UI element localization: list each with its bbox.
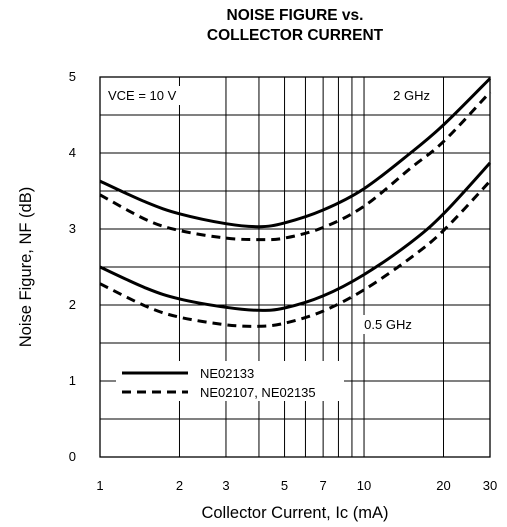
x-tick-label: 1 (96, 478, 103, 493)
x-tick-label: 3 (222, 478, 229, 493)
freq-high-label-bg (389, 86, 434, 105)
x-axis-label: Collector Current, Ic (mA) (201, 504, 388, 522)
y-tick-label: 2 (69, 297, 76, 312)
condition-label-bg (104, 86, 181, 105)
legend-background (116, 361, 344, 401)
chart-title-line2: COLLECTOR CURRENT (206, 27, 384, 44)
x-tick-label: 7 (320, 478, 327, 493)
legend: NE02133 NE02107, NE02135 (116, 361, 344, 401)
ticks: 1 2 3 5 7 10 20 30 0 1 2 3 4 5 (69, 69, 497, 493)
x-tick-label: 2 (176, 478, 183, 493)
series-line-dashed-2-ghz1 (99, 91, 492, 242)
freq-low-label: 0.5 GHz (364, 317, 412, 332)
y-axis-label: Noise Figure, NF (dB) (17, 187, 35, 347)
x-tick-label: 20 (436, 478, 450, 493)
y-tick-label: 5 (69, 69, 76, 84)
y-tick-label: 4 (69, 145, 76, 160)
curves (99, 77, 492, 328)
legend-label-ne02107-ne02135: NE02107, NE02135 (200, 385, 316, 400)
condition-label: VCE = 10 V (108, 88, 177, 103)
legend-label-ne02133: NE02133 (200, 366, 254, 381)
series-line-dashed-0-5-ghz3 (99, 180, 492, 328)
y-tick-label: 0 (69, 449, 76, 464)
y-tick-label: 3 (69, 221, 76, 236)
series-line-solid-0-5-ghz2 (99, 161, 492, 312)
freq-low-label-bg (360, 315, 416, 334)
x-tick-label: 10 (357, 478, 371, 493)
x-tick-label: 5 (281, 478, 288, 493)
series-line-solid-2-ghz0 (99, 77, 492, 229)
y-tick-label: 1 (69, 373, 76, 388)
freq-high-label: 2 GHz (393, 88, 430, 103)
x-tick-label: 30 (483, 478, 497, 493)
chart-title-line1: NOISE FIGURE vs. (226, 7, 364, 24)
